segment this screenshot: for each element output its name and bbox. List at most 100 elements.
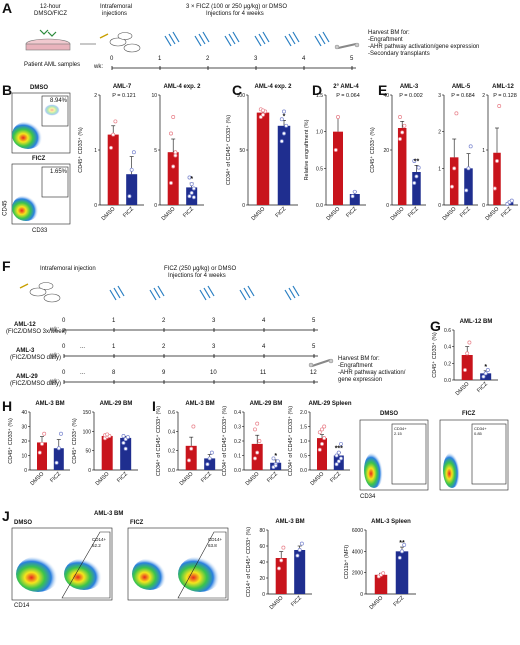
panel-letter-b: B bbox=[2, 82, 13, 98]
y-tick-label: 20 bbox=[21, 439, 27, 445]
y-tick-label: 0.0 bbox=[444, 378, 451, 384]
data-point bbox=[379, 572, 383, 577]
y-tick-label: 0 bbox=[262, 592, 265, 598]
mouse-icon bbox=[109, 37, 127, 47]
data-point bbox=[205, 462, 210, 467]
bar bbox=[275, 558, 287, 594]
y-tick-label: 0.0 bbox=[234, 468, 241, 474]
f-harvest-item: -Engraftment bbox=[338, 363, 373, 369]
y-axis-label: Relative engraftment (%) bbox=[304, 119, 310, 180]
a-harvest-item: -Engraftment bbox=[368, 37, 403, 43]
data-point bbox=[261, 108, 265, 113]
y-tick-label: 40 bbox=[259, 560, 265, 566]
f-row-sub: (FICZ/DMSO daily) bbox=[10, 381, 61, 387]
j-gate-right-name: CD14+ bbox=[208, 537, 223, 542]
data-point bbox=[279, 139, 284, 144]
chart-title: 2° AML-4 bbox=[333, 84, 359, 90]
y-tick-label: 2 bbox=[438, 130, 441, 136]
a-twelve-hour: 12-hour bbox=[40, 4, 61, 10]
j-flow-title: AML-3 BM bbox=[94, 511, 124, 517]
b-flow-dmso-pct: 8.94% bbox=[50, 98, 68, 104]
mouse-icon bbox=[29, 287, 47, 297]
panel-letter-e: E bbox=[378, 82, 388, 98]
y-axis-label: CD34⁺ of CD45⁺ CD33⁺ (%) bbox=[287, 406, 294, 476]
data-point bbox=[189, 190, 194, 195]
f-row-name: AML-29 bbox=[16, 374, 38, 380]
bar bbox=[294, 550, 306, 594]
data-point bbox=[271, 465, 276, 470]
data-point bbox=[191, 195, 196, 200]
flow-population bbox=[12, 121, 44, 149]
y-tick-label: 0 bbox=[242, 203, 245, 209]
data-point bbox=[334, 453, 339, 458]
f-tick: 10 bbox=[210, 370, 217, 376]
f-row-name: AML-3 bbox=[16, 348, 35, 354]
x-tick-label: FICZ bbox=[200, 471, 213, 484]
y-tick-label: 0 bbox=[94, 203, 97, 209]
chart-title: AML-3 BM bbox=[275, 519, 304, 525]
x-tick-label: FICZ bbox=[407, 206, 420, 219]
significance-mark: ** bbox=[414, 158, 420, 165]
y-tick-label: 0.2 bbox=[234, 439, 241, 445]
x-tick-label: FICZ bbox=[266, 471, 279, 484]
data-point bbox=[56, 446, 61, 451]
x-tick-label: DMSO bbox=[95, 471, 111, 487]
f-gap: ... bbox=[80, 370, 86, 376]
data-point bbox=[209, 450, 214, 455]
y-tick-label: 0.0 bbox=[316, 203, 323, 209]
y-tick-label: 0 bbox=[88, 468, 91, 474]
x-tick-label: DMSO bbox=[251, 206, 267, 222]
data-point bbox=[397, 555, 402, 560]
a-tick-1: 1 bbox=[158, 56, 162, 62]
bone-icon bbox=[311, 359, 331, 367]
y-tick-label: 0.6 bbox=[168, 410, 175, 416]
y-tick-label: 0.0 bbox=[300, 468, 307, 474]
b-flow-dmso-label: DMSO bbox=[30, 85, 48, 91]
y-tick-label: 80 bbox=[259, 528, 265, 534]
data-point bbox=[40, 441, 44, 446]
f-tick: 1 bbox=[112, 344, 116, 350]
x-tick-label: DMSO bbox=[310, 471, 326, 487]
j-gate-right-value: 63.8 bbox=[208, 543, 217, 548]
data-point bbox=[376, 574, 381, 579]
f-wk: wk: bbox=[50, 379, 59, 385]
a-patient-samples: Patient AML samples bbox=[24, 62, 81, 68]
data-point bbox=[131, 150, 136, 155]
b-flow-ficz-pct: 1.65% bbox=[50, 169, 68, 175]
injection-syringes-group bbox=[164, 31, 330, 47]
x-tick-label: DMSO bbox=[455, 381, 471, 397]
bar bbox=[374, 574, 388, 594]
y-axis-label: CD45⁺ CD33⁺ (%) bbox=[77, 127, 84, 173]
chart-title: AML-12 bbox=[492, 84, 514, 90]
data-point bbox=[317, 447, 322, 452]
y-axis-label: CD45⁺ CD33⁺ (%) bbox=[71, 418, 78, 464]
data-point bbox=[281, 545, 286, 550]
p-value-label: P = 0.128 bbox=[493, 93, 517, 99]
data-point bbox=[402, 123, 407, 128]
j-gate-left-value: 52.2 bbox=[92, 543, 101, 548]
bar bbox=[412, 172, 421, 205]
data-point bbox=[253, 427, 257, 432]
data-point bbox=[463, 368, 467, 372]
data-point bbox=[258, 107, 263, 112]
data-point bbox=[336, 459, 341, 464]
chart-title: AML-29 BM bbox=[100, 401, 133, 407]
data-point bbox=[173, 150, 178, 155]
bar bbox=[186, 187, 198, 205]
data-point bbox=[279, 117, 284, 122]
data-point bbox=[253, 456, 257, 461]
data-point bbox=[42, 431, 47, 436]
y-tick-label: 0.0 bbox=[168, 468, 175, 474]
j-flow-dmso-label: DMSO bbox=[14, 520, 32, 526]
panel-letter-c: C bbox=[232, 82, 243, 98]
panel-letter-a: A bbox=[2, 0, 13, 16]
y-tick-label: 0 bbox=[482, 203, 485, 209]
data-point bbox=[207, 456, 212, 461]
data-point bbox=[187, 175, 192, 180]
data-point bbox=[322, 424, 327, 429]
bar bbox=[397, 128, 407, 205]
y-tick-label: 5 bbox=[154, 148, 157, 154]
f-treatment: FICZ (250 μg/kg) or DMSO bbox=[164, 266, 237, 272]
cells-icon bbox=[39, 29, 57, 37]
